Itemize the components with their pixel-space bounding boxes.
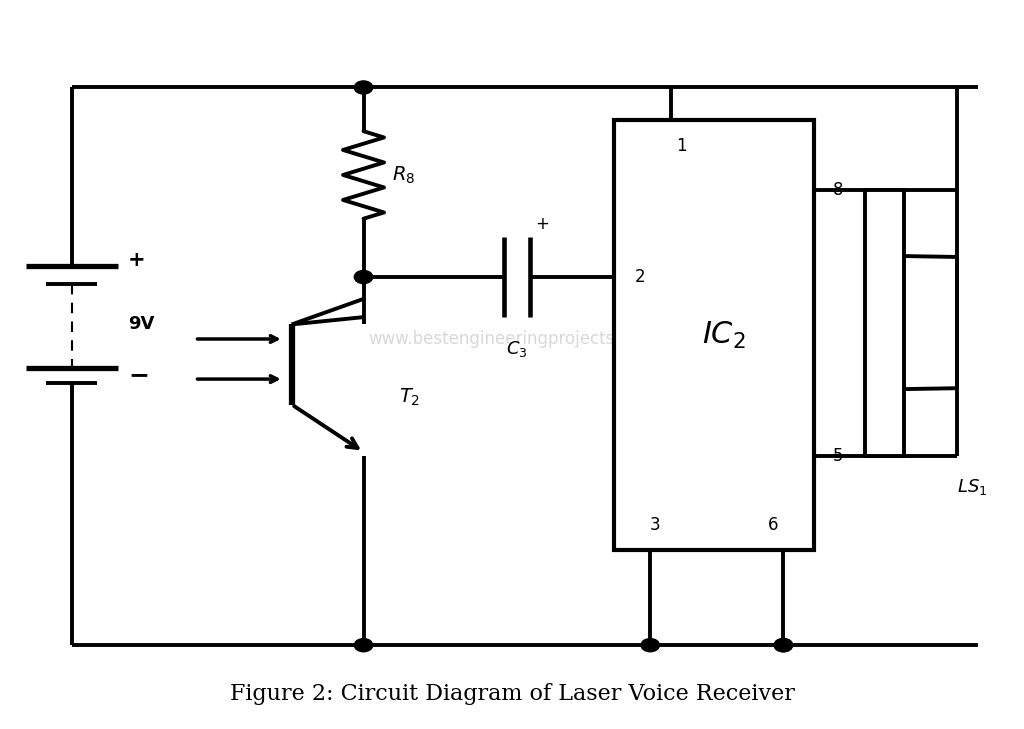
Text: $IC_2$: $IC_2$: [702, 320, 746, 351]
Text: Figure 2: Circuit Diagram of Laser Voice Receiver: Figure 2: Circuit Diagram of Laser Voice…: [229, 683, 795, 705]
Text: 3: 3: [650, 516, 660, 534]
Circle shape: [354, 81, 373, 94]
Circle shape: [354, 270, 373, 284]
Text: www.bestengineeringprojects.com: www.bestengineeringprojects.com: [369, 330, 655, 348]
Text: −: −: [128, 364, 150, 387]
Text: +: +: [128, 250, 145, 270]
Circle shape: [354, 639, 373, 652]
Bar: [614, 120, 814, 550]
Text: 5: 5: [833, 447, 843, 464]
Circle shape: [774, 639, 793, 652]
Text: 8: 8: [833, 181, 843, 198]
Text: $T_2$: $T_2$: [399, 386, 421, 408]
Text: 2: 2: [635, 268, 645, 286]
Text: 6: 6: [768, 516, 778, 534]
Circle shape: [774, 639, 793, 652]
Text: +: +: [536, 215, 550, 233]
Text: 9V: 9V: [128, 316, 155, 333]
Text: 1: 1: [676, 137, 686, 155]
Circle shape: [641, 639, 659, 652]
Bar: [865, 190, 904, 456]
Text: $C_3$: $C_3$: [506, 339, 528, 359]
Text: $LS_1$: $LS_1$: [957, 477, 988, 497]
Text: $R_8$: $R_8$: [392, 164, 416, 186]
